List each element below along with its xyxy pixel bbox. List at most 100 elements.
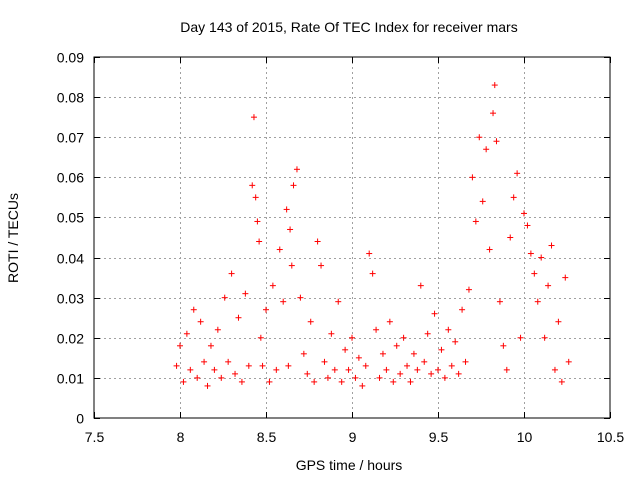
data-point — [376, 374, 383, 381]
data-point — [257, 334, 264, 341]
y-tick-label: 0.07 — [57, 130, 84, 146]
data-point — [393, 342, 400, 349]
data-point — [435, 366, 441, 373]
x-tick-label: 8 — [177, 429, 185, 445]
data-point — [496, 298, 503, 305]
data-point — [545, 282, 552, 289]
grid-lines — [94, 57, 610, 418]
data-point — [245, 362, 252, 369]
data-point — [276, 246, 283, 253]
data-point — [256, 238, 263, 245]
data-point — [514, 170, 521, 177]
plot-frame — [93, 56, 611, 419]
data-point — [250, 114, 257, 121]
data-point — [373, 326, 380, 333]
data-point — [397, 370, 404, 377]
data-point — [235, 314, 242, 321]
data-point — [555, 318, 562, 325]
data-point — [441, 374, 448, 381]
data-point — [410, 350, 417, 357]
data-point — [500, 342, 507, 349]
x-tick-label: 10 — [517, 429, 533, 445]
data-point — [190, 306, 197, 313]
data-point — [285, 362, 292, 369]
data-point — [324, 374, 331, 381]
x-axis-label: GPS time / hours — [296, 457, 403, 473]
data-point — [318, 262, 325, 269]
data-point — [297, 294, 304, 301]
y-tick-label: 0.09 — [57, 50, 84, 66]
data-point — [352, 374, 359, 381]
y-tick-label: 0.03 — [57, 291, 84, 307]
data-point — [390, 378, 397, 385]
data-point — [476, 134, 483, 141]
data-point — [490, 110, 497, 117]
data-point — [214, 326, 221, 333]
data-point — [187, 366, 194, 373]
data-point — [290, 182, 297, 189]
data-point — [252, 194, 259, 201]
data-point — [218, 374, 225, 381]
data-point — [455, 370, 462, 377]
data-point — [304, 370, 311, 377]
data-point — [479, 198, 486, 205]
y-axis-label: ROTI / TECUs — [5, 193, 21, 283]
data-point — [562, 274, 569, 281]
data-point — [207, 342, 214, 349]
x-tick-label: 8.5 — [257, 429, 277, 445]
data-point — [565, 358, 572, 365]
data-point — [180, 378, 187, 385]
data-point — [331, 366, 338, 373]
y-tick-label: 0.01 — [57, 371, 84, 387]
data-point — [259, 362, 266, 369]
data-point — [173, 362, 180, 369]
data-point — [338, 378, 345, 385]
data-point — [465, 286, 472, 293]
data-point — [448, 362, 455, 369]
data-point — [211, 366, 218, 373]
y-tick-label: 0.02 — [57, 331, 84, 347]
y-tick-label: 0.06 — [57, 170, 84, 186]
data-point — [273, 366, 280, 373]
data-point — [238, 378, 245, 385]
data-point — [221, 294, 228, 301]
data-point — [548, 242, 555, 249]
data-point — [314, 238, 321, 245]
data-point — [366, 250, 373, 257]
data-point — [407, 378, 414, 385]
data-point — [452, 338, 459, 345]
y-tick-label: 0 — [76, 411, 84, 427]
x-tick-label: 7.5 — [85, 429, 105, 445]
data-point — [242, 290, 249, 297]
data-point — [493, 138, 500, 145]
data-point — [355, 354, 362, 361]
y-tick-label: 0.04 — [57, 251, 84, 267]
data-point — [177, 342, 183, 349]
data-point — [421, 358, 428, 365]
chart-title: Day 143 of 2015, Rate Of TEC Index for r… — [180, 19, 517, 35]
data-point — [335, 298, 342, 305]
y-tick-label: 0.08 — [57, 90, 84, 106]
data-point — [379, 350, 386, 357]
data-point — [462, 358, 469, 365]
data-point — [469, 174, 476, 181]
data-point — [538, 254, 545, 261]
data-point — [459, 306, 466, 313]
data-point — [551, 366, 558, 373]
data-point — [369, 270, 376, 277]
data-point — [293, 166, 300, 173]
data-point — [445, 326, 452, 333]
data-point — [359, 382, 366, 389]
data-point — [249, 182, 256, 189]
data-point — [194, 374, 201, 381]
data-point — [263, 306, 269, 313]
data-point — [269, 282, 276, 289]
x-tick-label: 9 — [349, 429, 357, 445]
data-point — [204, 382, 211, 389]
data-point — [531, 270, 538, 277]
data-point — [342, 346, 349, 353]
y-tick-label: 0.05 — [57, 210, 84, 226]
data-point — [287, 226, 294, 233]
data-point — [345, 366, 352, 373]
